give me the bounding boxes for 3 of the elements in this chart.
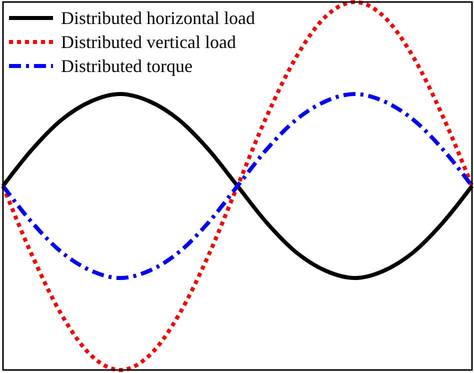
legend-label: Distributed vertical load xyxy=(61,32,236,52)
legend-label: Distributed torque xyxy=(61,56,192,76)
legend-label: Distributed horizontal load xyxy=(61,8,255,28)
